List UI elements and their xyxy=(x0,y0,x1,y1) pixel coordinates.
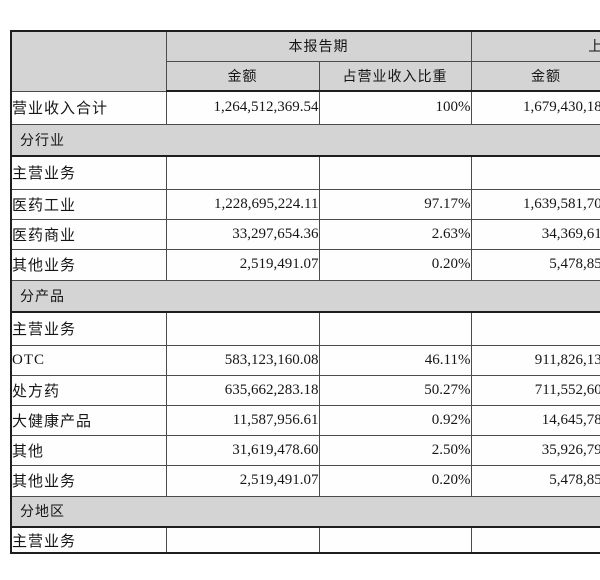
label-cell: 主营业务 xyxy=(10,311,167,346)
row-other-business-2: 其他业务 2,519,491.07 0.20% 5,478,859.4 xyxy=(10,464,600,497)
section-by-region: 分地区 xyxy=(10,495,600,528)
label-cell: 大健康产品 xyxy=(10,404,167,436)
ratio-cell: 0.20% xyxy=(318,464,472,497)
revenue-table-container: 本报告期 上年同期 金额 占营业收入比重 金额 营业收入合计 1,264,512… xyxy=(10,30,600,554)
label-cell: 其他业务 xyxy=(10,464,167,497)
ratio-cell: 2.50% xyxy=(318,434,472,466)
ratio-cell: 50.27% xyxy=(318,374,472,406)
label-cell: 其他 xyxy=(10,434,167,466)
ratio-cell: 100% xyxy=(318,90,472,125)
revenue-breakdown-table: 本报告期 上年同期 金额 占营业收入比重 金额 营业收入合计 1,264,512… xyxy=(10,30,600,554)
label-cell: 主营业务 xyxy=(10,526,167,554)
amount-cell xyxy=(165,311,320,346)
row-main-business-2: 主营业务 xyxy=(10,311,600,346)
header-amount-current: 金额 xyxy=(165,60,320,92)
row-health-products: 大健康产品 11,587,956.61 0.92% 14,645,781.3 xyxy=(10,404,600,436)
prior-amount-cell: 1,679,430,180.3 xyxy=(470,90,600,125)
ratio-cell: 0.92% xyxy=(318,404,472,436)
ratio-cell: 97.17% xyxy=(318,188,472,220)
prior-amount-cell: 35,926,796.2 xyxy=(470,434,600,466)
label-cell: 医药工业 xyxy=(10,188,167,220)
prior-amount-cell xyxy=(470,526,600,554)
ratio-cell xyxy=(318,526,472,554)
amount-cell: 2,519,491.07 xyxy=(165,464,320,497)
header-row-columns: 金额 占营业收入比重 金额 xyxy=(11,60,600,92)
section-by-industry: 分行业 xyxy=(10,123,600,157)
corner-cell xyxy=(10,30,167,92)
label-cell: 医药商业 xyxy=(10,218,167,250)
header-prior-period: 上年同期 xyxy=(470,30,600,62)
prior-amount-cell xyxy=(470,311,600,346)
ratio-cell: 0.20% xyxy=(318,248,472,281)
section-label: 分行业 xyxy=(10,123,600,157)
amount-cell: 1,264,512,369.54 xyxy=(165,90,320,125)
ratio-cell: 46.11% xyxy=(318,344,472,376)
row-pharma-commerce: 医药商业 33,297,654.36 2.63% 34,369,615.6 xyxy=(10,218,600,250)
row-other-business-1: 其他业务 2,519,491.07 0.20% 5,478,859.4 xyxy=(10,248,600,281)
prior-amount-cell xyxy=(470,155,600,190)
prior-amount-cell: 5,478,859.4 xyxy=(470,248,600,281)
prior-amount-cell: 711,552,603.4 xyxy=(470,374,600,406)
amount-cell: 1,228,695,224.11 xyxy=(165,188,320,220)
section-label: 分产品 xyxy=(10,279,600,313)
row-pharma-industry: 医药工业 1,228,695,224.11 97.17% 1,639,581,7… xyxy=(10,188,600,220)
row-main-business-3: 主营业务 xyxy=(10,526,600,554)
section-label: 分地区 xyxy=(10,495,600,528)
header-amount-prior: 金额 xyxy=(470,60,600,92)
prior-amount-cell: 1,639,581,705.2 xyxy=(470,188,600,220)
amount-cell: 635,662,283.18 xyxy=(165,374,320,406)
row-total-revenue: 营业收入合计 1,264,512,369.54 100% 1,679,430,1… xyxy=(10,90,600,125)
header-current-period: 本报告期 xyxy=(165,30,472,62)
amount-cell: 2,519,491.07 xyxy=(165,248,320,281)
amount-cell xyxy=(165,526,320,554)
prior-amount-cell: 911,826,139.8 xyxy=(470,344,600,376)
prior-amount-cell: 14,645,781.3 xyxy=(470,404,600,436)
label-cell: 营业收入合计 xyxy=(10,90,167,125)
label-cell: 主营业务 xyxy=(10,155,167,190)
ratio-cell xyxy=(318,311,472,346)
row-otc: OTC 583,123,160.08 46.11% 911,826,139.8 xyxy=(10,344,600,376)
amount-cell xyxy=(165,155,320,190)
label-cell: 处方药 xyxy=(10,374,167,406)
ratio-cell xyxy=(318,155,472,190)
prior-amount-cell: 5,478,859.4 xyxy=(470,464,600,497)
section-by-product: 分产品 xyxy=(10,279,600,313)
row-prescription-drugs: 处方药 635,662,283.18 50.27% 711,552,603.4 xyxy=(10,374,600,406)
label-cell: OTC xyxy=(10,344,167,376)
header-ratio-current: 占营业收入比重 xyxy=(318,60,472,92)
header-row-periods: 本报告期 上年同期 xyxy=(10,30,600,92)
amount-cell: 31,619,478.60 xyxy=(165,434,320,466)
amount-cell: 583,123,160.08 xyxy=(165,344,320,376)
ratio-cell: 2.63% xyxy=(318,218,472,250)
label-cell: 其他业务 xyxy=(10,248,167,281)
amount-cell: 33,297,654.36 xyxy=(165,218,320,250)
amount-cell: 11,587,956.61 xyxy=(165,404,320,436)
row-other-products: 其他 31,619,478.60 2.50% 35,926,796.2 xyxy=(10,434,600,466)
prior-amount-cell: 34,369,615.6 xyxy=(470,218,600,250)
row-main-business-1: 主营业务 xyxy=(10,155,600,190)
